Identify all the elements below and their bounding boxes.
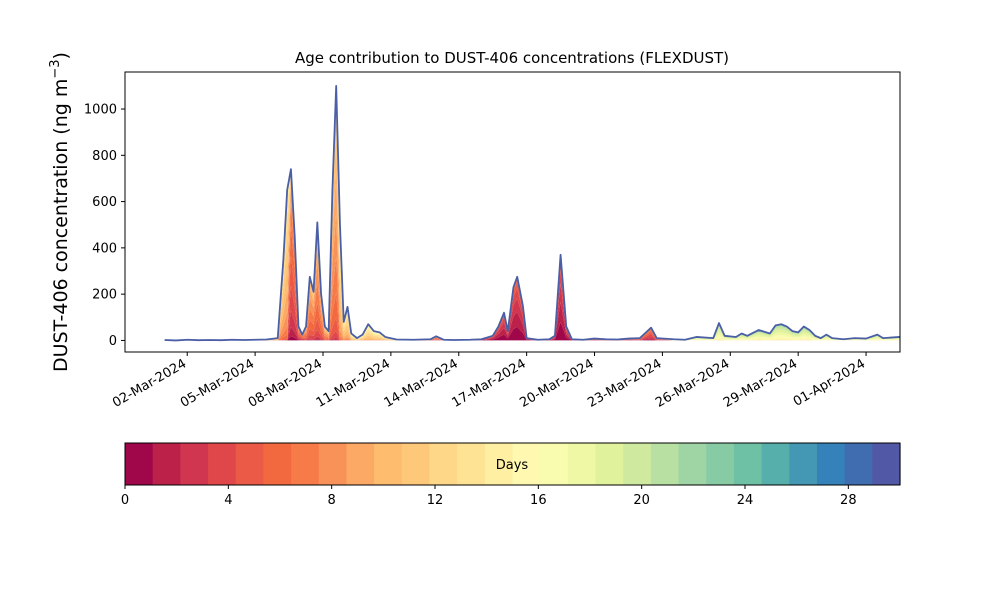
colorbar-cell (706, 443, 735, 485)
colorbar-cell (318, 443, 348, 485)
y-tick-label: 200 (92, 288, 117, 303)
y-tick-label: 400 (92, 241, 117, 256)
age-band-area (164, 108, 900, 341)
y-tick-label: 0 (109, 334, 117, 349)
colorbar-cell (152, 443, 181, 485)
colorbar-cell (650, 443, 680, 485)
colorbar-cell (789, 443, 818, 485)
colorbar-cell (733, 443, 763, 485)
colorbar-cell (235, 443, 264, 485)
x-tick-label: 29-Mar-2024 (721, 356, 800, 410)
colorbar-cell (595, 443, 624, 485)
colorbar-cell (484, 443, 514, 485)
age-contribution-areas (164, 84, 900, 342)
colorbar-tick-label: 24 (737, 493, 754, 508)
colorbar: Days 0 4 8 12 16 20 24 28 (121, 442, 901, 508)
colorbar-cell (374, 443, 403, 485)
x-tick-label: 02-Mar-2024 (110, 356, 189, 410)
y-axis-label-superscript: −3 (48, 59, 63, 78)
colorbar-cell (291, 443, 320, 485)
colorbar-cell (872, 443, 901, 485)
colorbar-cell (180, 443, 209, 485)
colorbar-cell (678, 443, 707, 485)
x-tick-label: 14-Mar-2024 (382, 356, 461, 410)
colorbar-cell (761, 443, 790, 485)
colorbar-cells (125, 443, 901, 485)
total-concentration-line (164, 84, 900, 342)
plot-frame (124, 71, 901, 353)
colorbar-frame (124, 442, 901, 486)
colorbar-cell (512, 443, 541, 485)
plot-area (124, 71, 901, 353)
y-tick-label: 800 (92, 149, 117, 164)
colorbar-cell (540, 443, 569, 485)
y-axis-label: DUST-406 concentration (ng m−3) (48, 52, 72, 372)
x-tick-label: 23-Mar-2024 (585, 356, 664, 410)
colorbar-cell (623, 443, 652, 485)
colorbar-cell (208, 443, 237, 485)
colorbar-tick-label: 0 (121, 493, 129, 508)
y-tick-label: 1000 (84, 103, 117, 118)
x-tick-label: 01-Apr-2024 (791, 356, 868, 409)
colorbar-cell (125, 443, 154, 485)
colorbar-tick-label: 8 (328, 493, 336, 508)
y-tick-label: 600 (92, 195, 117, 210)
y-axis-label-text: DUST-406 concentration (ng m (50, 79, 72, 372)
colorbar-cell (816, 443, 846, 485)
colorbar-tick-label: 4 (224, 493, 232, 508)
colorbar-cell (401, 443, 431, 485)
colorbar-tick-label: 16 (530, 493, 547, 508)
colorbar-ticks: 0 4 8 12 16 20 24 28 (121, 485, 857, 508)
x-tick-label: 08-Mar-2024 (246, 356, 325, 410)
chart-title: Age contribution to DUST-406 concentrati… (295, 49, 729, 67)
x-axis-ticks: 02-Mar-202405-Mar-202408-Mar-202411-Mar-… (110, 352, 868, 411)
colorbar-cell (346, 443, 375, 485)
colorbar-label: Days (496, 458, 529, 473)
x-tick-label: 17-Mar-2024 (450, 356, 529, 410)
colorbar-tick-label: 28 (840, 493, 857, 508)
x-tick-label: 11-Mar-2024 (314, 356, 393, 410)
colorbar-tick-label: 12 (427, 493, 444, 508)
colorbar-cell (429, 443, 458, 485)
colorbar-tick-label: 20 (633, 493, 650, 508)
x-tick-label: 26-Mar-2024 (653, 356, 732, 410)
x-tick-label: 05-Mar-2024 (178, 356, 257, 410)
colorbar-cell (263, 443, 292, 485)
colorbar-cell (567, 443, 597, 485)
colorbar-cell (844, 443, 873, 485)
x-tick-label: 20-Mar-2024 (517, 356, 596, 410)
y-axis-label-close: ) (50, 52, 72, 59)
colorbar-cell (457, 443, 486, 485)
y-axis-ticks: 0 200 400 600 800 1000 (84, 103, 125, 349)
